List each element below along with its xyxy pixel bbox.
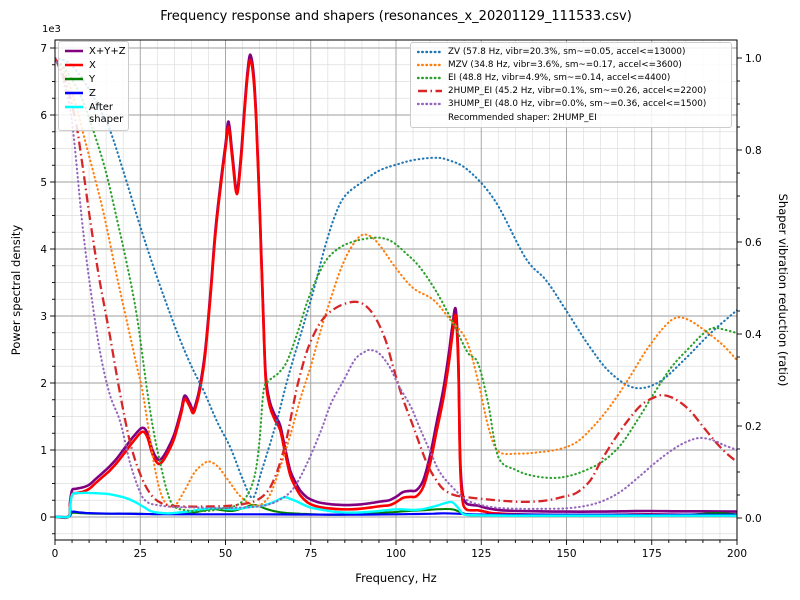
chart-title: Frequency response and shapers (resonanc…	[160, 9, 632, 24]
y-left-tick-label: 4	[40, 244, 47, 256]
shaper-legend-item-mzv: MZV (34.8 Hz, vibr=3.6%, sm~=0.17, accel…	[416, 60, 725, 72]
legend-item-label: After shaper	[89, 102, 124, 125]
y-left-tick-label: 3	[40, 311, 47, 323]
y-right-tick-label: 0.0	[745, 513, 762, 525]
legend-sample-line	[65, 63, 83, 67]
x-tick-label: 100	[386, 548, 406, 560]
y-left-tick-label: 0	[40, 512, 47, 524]
x-tick-label: 75	[304, 548, 317, 560]
series-zv	[55, 56, 737, 499]
y-axis-left-label: Power spectral density	[9, 224, 23, 356]
legend-sample-line	[65, 77, 83, 81]
shaper-legend-item-zv: ZV (57.8 Hz, vibr=20.3%, sm~=0.05, accel…	[416, 47, 725, 59]
series-mzv	[55, 56, 737, 508]
series-ei	[55, 56, 737, 513]
legend-item-label: MZV (34.8 Hz, vibr=3.6%, sm~=0.17, accel…	[448, 60, 682, 71]
legend-item-label: 3HUMP_EI (48.0 Hz, vibr=0.0%, sm~=0.36, …	[448, 99, 707, 110]
legend-sample-line	[416, 50, 444, 54]
legend-item-label: Z	[89, 88, 96, 99]
psd-legend: X+Y+Z X Y Z After shaper	[58, 41, 129, 131]
y-right-tick-label: 0.4	[745, 329, 762, 341]
legend-sample-line	[65, 49, 83, 53]
series-3hump-ei	[55, 56, 737, 510]
x-tick-label: 150	[556, 548, 576, 560]
psd-legend-item-x: X	[64, 60, 123, 73]
legend-sample-line	[416, 63, 444, 67]
psd-legend-item-y: Y	[64, 74, 123, 87]
x-tick-label: 0	[52, 548, 59, 560]
legend-item-label: ZV (57.8 Hz, vibr=20.3%, sm~=0.05, accel…	[448, 47, 686, 57]
legend-item-label: Y	[89, 74, 96, 85]
series-after-shaper	[55, 491, 737, 519]
x-tick-label: 175	[642, 548, 662, 560]
legend-item-label: EI (48.8 Hz, vibr=4.9%, sm~=0.14, accel<…	[448, 73, 671, 84]
shaper-legend: ZV (57.8 Hz, vibr=20.3%, sm~=0.05, accel…	[410, 42, 732, 128]
legend-sample-line	[416, 103, 444, 106]
legend-sample-line	[416, 77, 444, 80]
shaper-legend-item-2humpei: 2HUMP_EI (45.2 Hz, vibr=0.1%, sm~=0.26, …	[417, 86, 725, 98]
y-left-tick-label: 2	[40, 378, 47, 390]
x-tick-label: 50	[219, 548, 232, 560]
psd-legend-item-z: Z	[64, 88, 123, 101]
x-axis-label: Frequency, Hz	[355, 571, 437, 585]
y-left-tick-label: 7	[40, 43, 47, 55]
y-right-tick-label: 0.8	[745, 145, 762, 157]
x-tick-label: 25	[134, 548, 147, 560]
y-right-tick-label: 0.2	[745, 421, 762, 433]
y-right-tick-label: 1.0	[745, 53, 762, 65]
y-right-tick-label: 0.6	[745, 237, 762, 249]
y-left-tick-label: 6	[40, 110, 47, 122]
legend-sample-line	[418, 90, 442, 93]
y-axis-right-label: Shaper vibration reduction (ratio)	[776, 193, 790, 387]
y-left-tick-label: 1	[40, 445, 47, 457]
axes-ticks: 0 25 50 75 100 125 150 175 200 0 1 2 3 4 5 6 7 0.0 0.2 0.4 0…	[40, 43, 762, 560]
legend-item-label: 2HUMP_EI (45.2 Hz, vibr=0.1%, sm~=0.26, …	[448, 86, 707, 97]
y-left-tick-label: 5	[40, 177, 47, 189]
x-tick-label: 200	[727, 548, 747, 560]
series-group	[55, 53, 737, 520]
legend-item-label: X	[89, 60, 96, 71]
psd-legend-item-after: After shaper	[64, 102, 123, 126]
series-2hump-ei	[55, 57, 737, 508]
legend-sample-line	[65, 105, 83, 109]
shaper-legend-item-3humpei: 3HUMP_EI (48.0 Hz, vibr=0.0%, sm~=0.36, …	[416, 99, 725, 111]
psd-legend-item-xyz: X+Y+Z	[64, 46, 126, 59]
recommended-shaper-note: Recommended shaper: 2HUMP_EI	[448, 112, 597, 123]
y-axis-offset-text: 1e3	[42, 24, 61, 35]
legend-sample-line	[65, 91, 83, 95]
legend-item-label: X+Y+Z	[89, 46, 126, 57]
shaper-legend-item-ei: EI (48.8 Hz, vibr=4.9%, sm~=0.14, accel<…	[416, 73, 725, 85]
x-tick-label: 125	[471, 548, 491, 560]
